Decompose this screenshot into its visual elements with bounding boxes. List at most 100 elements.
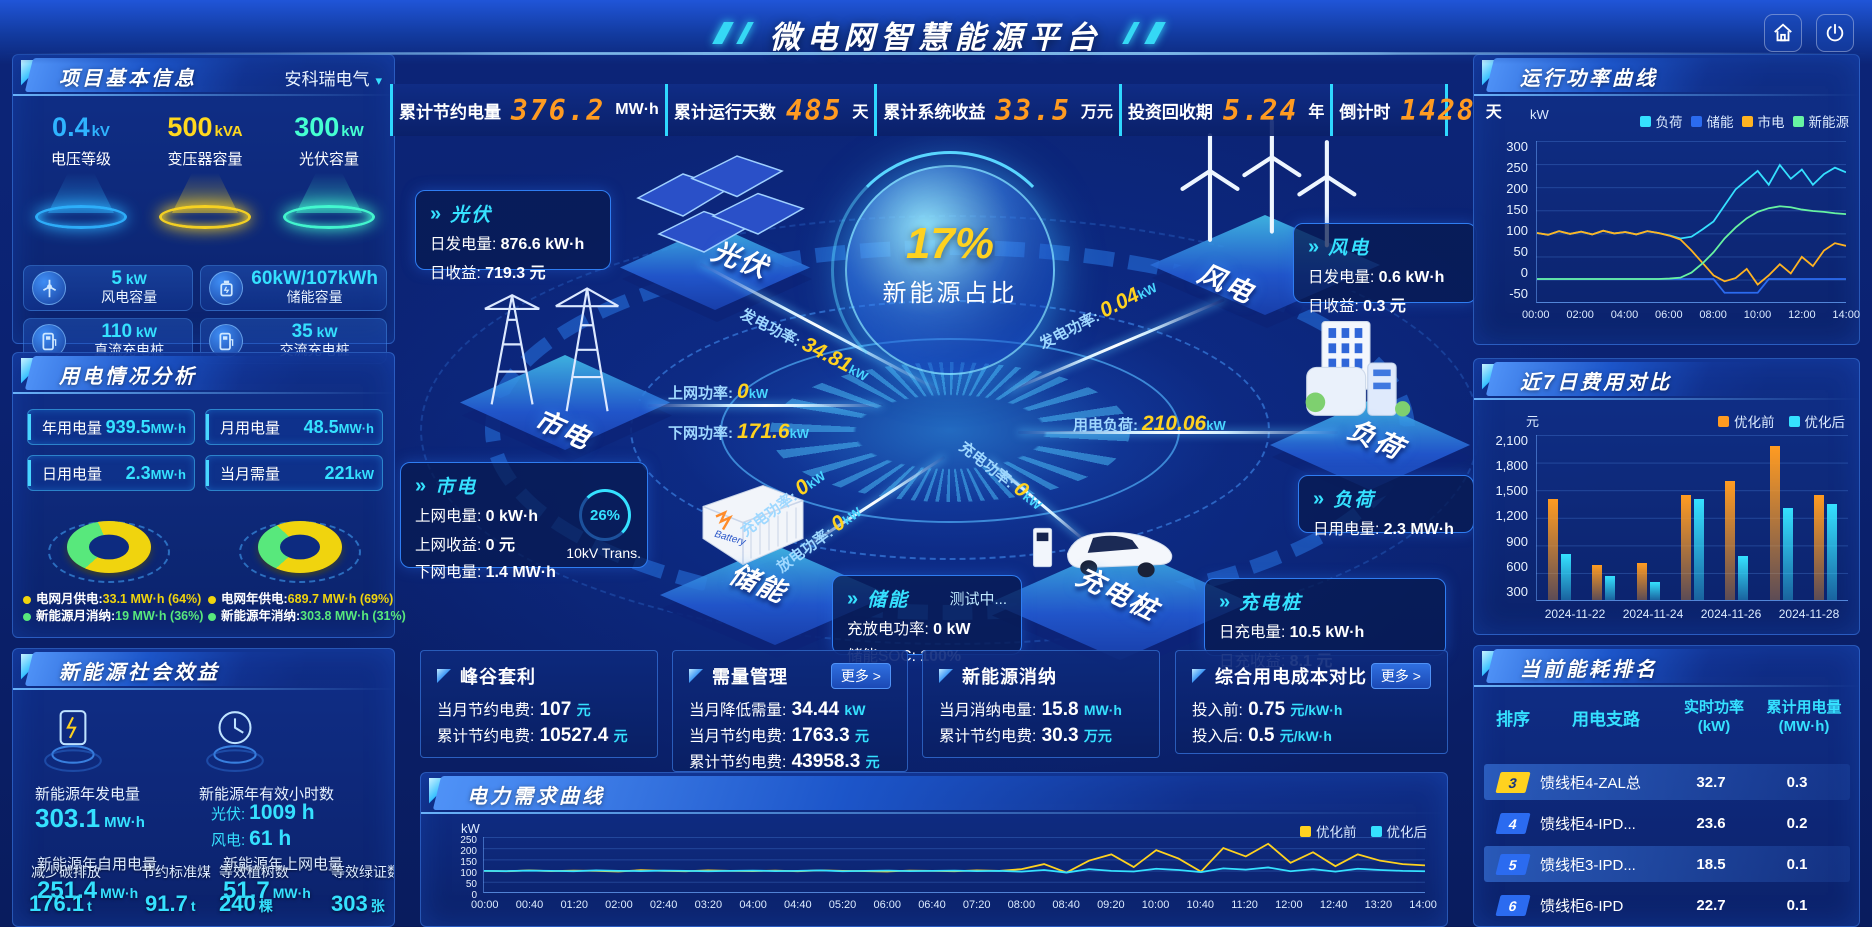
monthly-supply-donut [34,503,184,591]
card-stat-row: 当月节约电费: 107 元 [437,699,591,720]
legend-item[interactable]: 新能源 [1792,111,1849,131]
eco-label: 等效植树数 [219,864,289,880]
page-title: 微电网智慧能源平台 [769,20,1103,55]
eco-label: 节约标准煤 [141,864,211,880]
card-stat-row: 投入后: 0.5 元/kW·h [1192,725,1332,746]
donut-legend: 电网月供电: 33.1 MW·h (64%) 新能源月消纳: 19 MW·h (3… [23,591,406,625]
ranking-row[interactable]: 6 馈线柜6-IPD 22.7 0.1 [1484,887,1850,923]
capacity-cards: 5 kW 风电容量 60kW/107kWh 储能容量 110 kW 直流充电桩 35 kW 交… [23,265,387,364]
capacity-card: 60kW/107kWh 储能容量 [200,265,387,311]
battery-container-icon: Battery [702,484,804,566]
flow-feed-in: 上网功率: 0kW [668,380,769,403]
header-slash-decoration [712,22,734,44]
eco-value: 240 棵 [219,891,273,916]
eco-value: 176.1 t [29,891,92,916]
card-stat-row: 投入前: 0.75 元/kW·h [1192,699,1343,720]
panel-title: 新能源社会效益 [59,662,220,684]
y-axis-unit: 元 [1526,414,1540,429]
chevron-down-icon: ▾ [375,73,382,88]
chevron-right-icon: » [1308,235,1320,258]
kpi-item: 倒计时 1428 天 [1330,84,1507,136]
export-label: 新能源年上网电量 [223,856,344,873]
panel-title: 用电情况分析 [59,366,197,388]
legend-item[interactable]: 优化前 [1718,411,1775,431]
bar-group-2024-11-27 [1769,435,1793,600]
top-header: 微电网智慧能源平台 [0,0,1872,64]
home-button[interactable] [1764,14,1802,52]
y-axis: 250 200 150 100 50 0 [460,835,477,901]
capacity-cone: 300 kW 光伏容量 [270,113,388,229]
bar-group-2024-11-25 [1680,435,1704,600]
usage-stat: 当月需量 221kW [205,455,383,491]
kpi-item: 累计系统收益 33.5 万元 [874,84,1118,136]
gen-label: 新能源年发电量 [35,786,141,803]
beam-load [1018,431,1338,434]
legend-item: 电网年供电: 689.7 MW·h (69%) [208,591,393,608]
power-icon [1826,23,1844,42]
yearly-supply-donut [225,503,375,591]
y-axis-unit: kW [1530,107,1549,122]
card-stat-row: 当月节约电费: 1763.3 元 [689,725,869,746]
power-button[interactable] [1816,14,1854,52]
cost-compare-card: 综合用电成本对比 更多 > 投入前: 0.75 元/kW·h 投入后: 0.5 元/… [1175,650,1448,754]
hours-label: 新能源年有效小时数 [199,786,335,803]
flow-load-power: 用电负荷: 210.06kW [1073,412,1226,435]
battery-icon [209,271,244,305]
cost7-panel: 近7日费用对比 优化前 优化后 元 2,100 1,800 1,500 1,200 900… [1473,358,1860,635]
x-axis: 00:00 02:00 04:00 06:00 08:00 10:00 12:00 14:00 [1522,309,1860,321]
legend-item[interactable]: 优化后 [1370,821,1427,841]
capacity-card: 5 kW 风电容量 [23,265,194,311]
x-axis: 2024-11-22 2024-11-24 2024-11-26 2024-11-28 [1544,607,1840,621]
chevron-right-icon: » [1219,590,1231,613]
legend-item[interactable]: 负荷 [1639,111,1683,131]
gen-value: 303.1 MW·h [35,803,145,833]
x-axis: 00:00 00:40 01:20 02:00 02:40 03:20 04:00 04:40… [471,899,1437,911]
header-slash-decoration [1144,22,1166,44]
panel-title: 电力需求曲线 [467,786,605,808]
y-axis: 2,100 1,800 1,500 1,200 900 600 300 [1495,433,1528,599]
legend-item: 新能源年消纳: 303.8 MW·h (31%) [208,608,406,625]
bar-group-2024-11-24 [1636,435,1660,600]
header-slash-decoration [736,22,754,44]
ranking-row[interactable]: 3 馈线柜4-ZAL总 32.7 0.3 [1484,764,1850,800]
kpi-item: 投资回收期 5.24 年 [1118,84,1330,136]
legend-item[interactable]: 储能 [1690,111,1734,131]
legend-item[interactable]: 优化后 [1788,411,1845,431]
header-slash-decoration [1122,22,1140,44]
load-callout: » 负荷 日用电量: 2.3 MW·h [1298,475,1474,538]
power-towers-icon [484,287,619,412]
ranking-row[interactable]: 5 馈线柜3-IPD... 18.5 0.1 [1484,846,1850,882]
legend-item[interactable]: 市电 [1741,111,1785,131]
more-button[interactable]: 更多 > [830,663,891,689]
demand-legend: 优化前 优化后 [1300,821,1427,841]
card-stat-row: 当月降低需量: 34.44 kW [689,699,866,720]
storage-callout: »储能 测试中... 充放电功率: 0 kW 储能SOC: 100% [832,575,1022,665]
company-dropdown[interactable]: 安科瑞电气 ▾ [284,70,382,89]
y-axis-unit: kW [461,821,480,836]
usage-stat: 日用电量 2.3MW·h [27,455,195,491]
ranking-panel: 当前能耗排名 排序 用电支路 实时功率 (kW) 累计用电量 (MW·h) 3 馈线柜… [1473,645,1860,927]
card-stat-row: 累计节约电费: 10527.4 元 [437,725,628,746]
building-icon [1305,321,1411,417]
self-use-label: 新能源年自用电量 [37,856,158,873]
supply-donuts [13,503,396,591]
bar-group-2024-11-22 [1547,435,1571,600]
panel-title: 当前能耗排名 [1520,659,1658,681]
usage-stat: 年用电量 939.5MW·h [27,409,195,445]
more-button[interactable]: 更多 > [1370,663,1431,689]
card-stat-row: 当月消纳电量: 15.8 MW·h [939,699,1122,720]
hours-clock-icon [206,711,264,772]
eco-value: 91.7 t [145,891,196,916]
legend-item[interactable]: 优化前 [1300,821,1357,841]
panel-title: 项目基本信息 [59,68,197,90]
chevron-right-icon: » [415,474,427,497]
legend-item: 新能源月消纳: 19 MW·h (36%) [23,608,208,625]
eco-value: 303 张 [331,891,385,916]
pv-callout: » 光伏 日发电量: 876.6 kW·h 日收益: 719.3 元 [415,190,611,282]
ranking-row[interactable]: 4 馈线柜4-IPD... 23.6 0.2 [1484,805,1850,841]
solar-panels-icon [636,155,805,253]
transformer-load-gauge: 26% [579,489,631,541]
wind-turbine-icon [32,271,66,305]
cost7-legend: 优化前 优化后 [1718,411,1845,431]
